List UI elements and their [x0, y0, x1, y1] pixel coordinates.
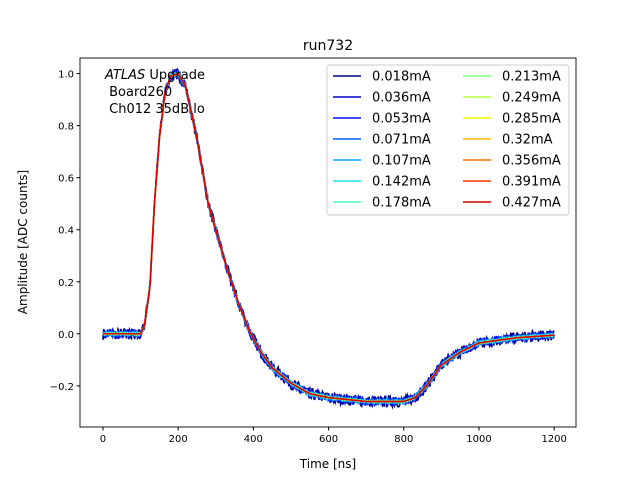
legend-entry: 0.018mA: [333, 70, 431, 85]
legend-label: 0.178mA: [372, 196, 431, 211]
x-tick: 600: [319, 427, 338, 445]
legend-entry: 0.036mA: [333, 91, 431, 106]
series-line-0.427mA: [102, 72, 555, 403]
legend-entry: 0.285mA: [463, 112, 561, 127]
x-tick: 1200: [541, 427, 567, 445]
legend-label: 0.053mA: [372, 112, 431, 127]
y-tick: 0.2: [58, 278, 80, 289]
legend-label: 0.249mA: [502, 91, 561, 106]
svg-text:ATLAS Upgrade: ATLAS Upgrade: [104, 68, 205, 83]
x-tick-label: 1200: [541, 434, 566, 445]
series-lines: [102, 68, 555, 410]
legend-label: 0.391mA: [502, 175, 561, 190]
x-tick-label: 200: [169, 434, 188, 445]
legend-entry: 0.427mA: [463, 196, 561, 211]
x-tick-label: 0: [100, 434, 106, 445]
legend-entry: 0.213mA: [463, 70, 561, 85]
y-tick-label: 0.0: [58, 330, 74, 341]
legend-entry: 0.107mA: [333, 154, 431, 169]
chart-title: run732: [303, 38, 353, 54]
x-axis-label: Time [ns]: [299, 457, 356, 471]
x-tick: 800: [394, 427, 413, 445]
x-tick-label: 800: [394, 434, 413, 445]
legend-entry: 0.32mA: [463, 133, 553, 148]
legend-label: 0.107mA: [372, 154, 431, 169]
annotation-upgrade: Upgrade: [145, 68, 205, 83]
y-tick: 0.6: [58, 174, 80, 185]
x-tick: 0: [100, 427, 106, 445]
legend-entry: 0.053mA: [333, 112, 431, 127]
legend-entry: 0.071mA: [333, 133, 431, 148]
y-tick: 0.0: [58, 330, 80, 341]
x-tick: 400: [244, 427, 263, 445]
plot-frame: [79, 57, 577, 428]
y-tick-label: 1.0: [58, 70, 74, 81]
y-tick: 1.0: [58, 70, 80, 81]
y-tick-label: 0.6: [58, 174, 74, 185]
legend-label: 0.142mA: [372, 175, 431, 190]
y-tick: 0.4: [58, 226, 80, 237]
annotation-channel: Ch012 35dB lo: [105, 102, 205, 117]
x-tick: 200: [169, 427, 188, 445]
legend: 0.018mA 0.036mA 0.053mA 0.071mA 0.107mA 0.142…: [326, 64, 570, 216]
x-tick-label: 600: [319, 434, 338, 445]
x-tick: 1000: [466, 427, 492, 445]
legend-entry: 0.356mA: [463, 154, 561, 169]
legend-label: 0.285mA: [502, 112, 561, 127]
y-axis-label: Amplitude [ADC counts]: [16, 170, 30, 314]
annotation-atlas: ATLAS: [104, 68, 145, 83]
legend-label: 0.427mA: [502, 196, 561, 211]
annotation: ATLAS Upgrade Board260 Ch012 35dB lo: [104, 68, 205, 117]
x-tick-label: 1000: [466, 434, 491, 445]
legend-entry: 0.249mA: [463, 91, 561, 106]
legend-label: 0.036mA: [372, 91, 431, 106]
y-tick-label: 0.4: [58, 226, 74, 237]
legend-label: 0.32mA: [502, 133, 553, 148]
legend-label: 0.071mA: [372, 133, 431, 148]
y-tick-label: −0.2: [50, 382, 74, 393]
legend-entry: 0.391mA: [463, 175, 561, 190]
legend-box: [326, 64, 570, 216]
legend-label: 0.213mA: [502, 70, 561, 85]
legend-label: 0.356mA: [502, 154, 561, 169]
annotation-board: Board260: [105, 85, 172, 100]
x-tick-label: 400: [244, 434, 263, 445]
y-tick-label: 0.8: [58, 122, 74, 133]
y-tick: 0.8: [58, 122, 80, 133]
legend-entry: 0.142mA: [333, 175, 431, 190]
legend-label: 0.018mA: [372, 70, 431, 85]
legend-entry: 0.178mA: [333, 196, 431, 211]
y-tick-label: 0.2: [58, 278, 74, 289]
y-tick: −0.2: [50, 382, 80, 393]
